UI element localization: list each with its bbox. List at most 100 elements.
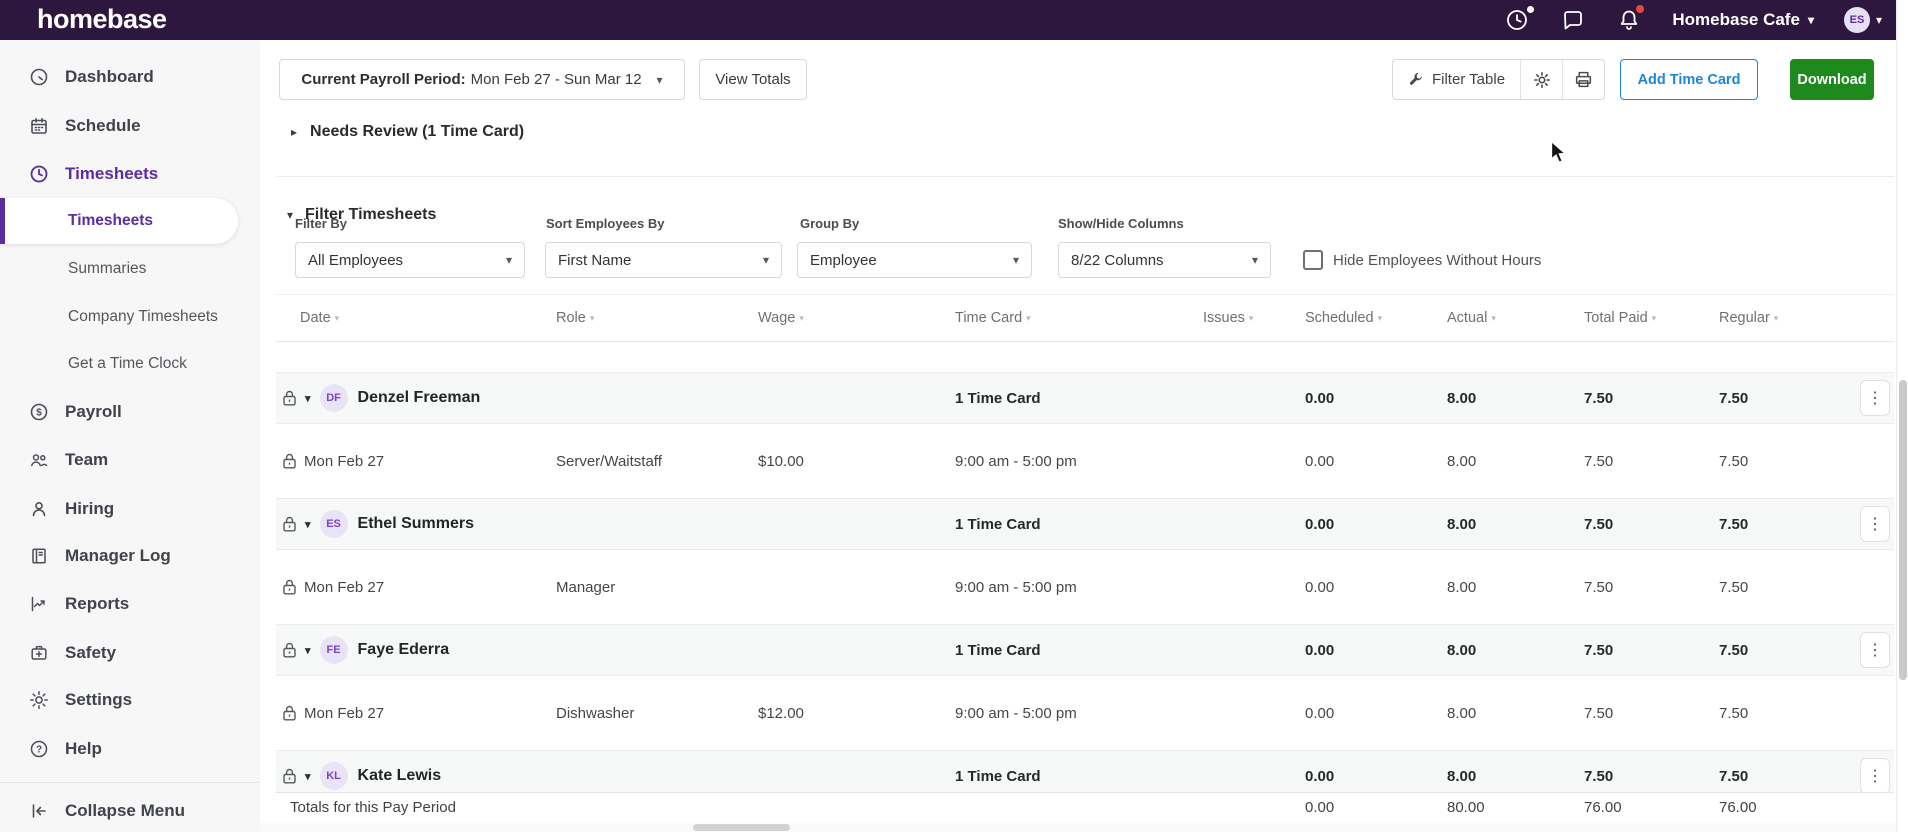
employee-avatar: FE xyxy=(319,636,348,664)
column-header-issues[interactable]: Issues ▾ xyxy=(1203,310,1254,326)
company-name: Homebase Cafe xyxy=(1672,10,1800,29)
column-header-actual[interactable]: Actual ▾ xyxy=(1447,310,1496,326)
row-actions-menu-button[interactable]: ⋮ xyxy=(1860,506,1890,542)
gear-icon xyxy=(29,690,49,710)
sidebar-subitem-company-timesheets[interactable]: Company Timesheets xyxy=(68,308,218,325)
notification-badge-dot xyxy=(1636,5,1645,13)
collapse-menu-button[interactable]: Collapse Menu xyxy=(0,791,260,831)
manager-log-book-icon xyxy=(29,546,49,566)
time-card-row[interactable]: Mon Feb 27 Dishwasher $12.00 9:00 am - 5… xyxy=(276,676,1894,750)
time-card-role: Server/Waitstaff xyxy=(556,452,662,470)
sidebar-subitem-timesheets[interactable]: Timesheets xyxy=(68,212,154,229)
filter-timesheets-toggle[interactable]: ▾ Filter Timesheets xyxy=(287,206,437,224)
sidebar-item-manager-log[interactable]: Manager Log xyxy=(0,536,260,576)
download-button[interactable]: Download xyxy=(1790,59,1874,100)
totals-regular: 76.00 xyxy=(1719,799,1757,816)
employee-name[interactable]: Kate Lewis xyxy=(357,767,442,784)
gear-icon xyxy=(1533,71,1551,89)
collapse-group-caret[interactable]: ▾ xyxy=(305,392,311,405)
horizontal-scrollbar-thumb[interactable] xyxy=(693,823,790,831)
time-card-actual: 8.00 xyxy=(1447,578,1477,596)
sidebar-item-help[interactable]: ? Help xyxy=(0,729,260,769)
sort-caret-icon: ▾ xyxy=(1491,312,1496,323)
time-card-row[interactable]: Mon Feb 27 Manager 9:00 am - 5:00 pm 0.0… xyxy=(276,550,1894,624)
show-hide-columns-dropdown[interactable]: 8/22 Columns ▾ xyxy=(1058,242,1271,278)
row-actions-menu-button[interactable]: ⋮ xyxy=(1860,380,1890,416)
sidebar-item-timesheets[interactable]: Timesheets xyxy=(0,154,260,194)
dashboard-icon xyxy=(29,67,49,87)
column-header-wage[interactable]: Wage ▾ xyxy=(758,310,804,326)
time-card-role: Dishwasher xyxy=(556,704,635,722)
sidebar-item-dashboard[interactable]: Dashboard xyxy=(0,57,260,97)
sidebar-item-team[interactable]: Team xyxy=(0,440,260,480)
column-header-total-paid[interactable]: Total Paid ▾ xyxy=(1584,310,1657,326)
group-regular: 7.50 xyxy=(1719,515,1749,533)
sidebar-item-safety[interactable]: Safety xyxy=(0,633,260,673)
group-time-card: 1 Time Card xyxy=(955,389,1041,407)
employee-name[interactable]: Ethel Summers xyxy=(357,515,475,532)
group-by-dropdown[interactable]: Employee ▾ xyxy=(797,242,1032,278)
sort-by-label: Sort Employees By xyxy=(546,216,665,231)
view-totals-button[interactable]: View Totals xyxy=(699,59,807,100)
column-header-scheduled[interactable]: Scheduled ▾ xyxy=(1305,310,1383,326)
group-actual: 8.00 xyxy=(1447,767,1477,785)
svg-text:?: ? xyxy=(36,745,42,756)
horizontal-scrollbar[interactable] xyxy=(260,822,1896,832)
filter-by-dropdown[interactable]: All Employees ▾ xyxy=(295,242,525,278)
messages-icon[interactable] xyxy=(1560,7,1586,33)
lock-icon xyxy=(283,579,296,595)
time-card-date: Mon Feb 27 xyxy=(304,704,385,722)
timesheets-clock-icon xyxy=(29,164,49,184)
time-card-row[interactable]: Mon Feb 27 Server/Waitstaff $10.00 9:00 … xyxy=(276,424,1894,498)
collapse-group-caret[interactable]: ▾ xyxy=(305,644,311,657)
time-card-actual: 8.00 xyxy=(1447,452,1477,470)
filter-table-button[interactable]: Filter Table xyxy=(1393,60,1520,99)
column-header-time-card[interactable]: Time Card ▾ xyxy=(955,310,1031,326)
time-card-wage: $12.00 xyxy=(758,704,804,722)
notifications-bell-icon[interactable] xyxy=(1616,5,1645,33)
print-button[interactable] xyxy=(1562,60,1604,99)
sidebar-item-payroll[interactable]: $ Payroll xyxy=(0,392,260,432)
time-card-total-paid: 7.50 xyxy=(1584,452,1614,470)
group-regular: 7.50 xyxy=(1719,767,1749,785)
add-time-card-button[interactable]: Add Time Card xyxy=(1620,59,1758,100)
table-settings-button[interactable] xyxy=(1520,60,1562,99)
lock-icon xyxy=(283,390,296,406)
company-menu[interactable]: Homebase Cafe ▾ xyxy=(1672,10,1814,30)
hide-employees-checkbox[interactable] xyxy=(1303,250,1323,270)
sidebar-subitem-get-a-time-clock[interactable]: Get a Time Clock xyxy=(68,355,187,372)
employee-name[interactable]: Denzel Freeman xyxy=(357,389,481,406)
chevron-down-icon: ▾ xyxy=(505,253,512,267)
employee-name[interactable]: Faye Ederra xyxy=(357,641,450,658)
totals-row: Totals for this Pay Period 0.00 80.00 76… xyxy=(276,792,1894,822)
row-actions-menu-button[interactable]: ⋮ xyxy=(1860,758,1890,794)
sidebar-subitem-summaries[interactable]: Summaries xyxy=(68,260,147,277)
sidebar-item-hiring[interactable]: Hiring xyxy=(0,489,260,529)
time-clock-icon[interactable] xyxy=(1504,6,1535,33)
filter-timesheets-section: ▾ Filter Timesheets Filter By Sort Emplo… xyxy=(276,176,1894,294)
user-menu[interactable]: ES ▾ xyxy=(1843,7,1882,33)
column-header-role[interactable]: Role ▾ xyxy=(556,310,595,326)
needs-review-toggle[interactable]: ▸ Needs Review (1 Time Card) xyxy=(291,123,525,140)
group-total-paid: 7.50 xyxy=(1584,767,1614,785)
payroll-period-dropdown[interactable]: Current Payroll Period: Mon Feb 27 - Sun… xyxy=(279,59,685,100)
collapse-group-caret[interactable]: ▾ xyxy=(305,518,311,531)
homebase-logo[interactable]: homebase xyxy=(37,4,167,34)
sidebar-item-schedule[interactable]: Schedule xyxy=(0,106,260,146)
payroll-dollar-icon: $ xyxy=(29,402,49,422)
group-total-paid: 7.50 xyxy=(1584,389,1614,407)
time-card-total-paid: 7.50 xyxy=(1584,704,1614,722)
sidebar-item-settings[interactable]: Settings xyxy=(0,680,260,720)
sort-by-dropdown[interactable]: First Name ▾ xyxy=(545,242,782,278)
column-header-regular[interactable]: Regular ▾ xyxy=(1719,310,1779,326)
chevron-down-icon: ▾ xyxy=(1807,13,1814,27)
column-header-date[interactable]: Date ▾ xyxy=(300,310,340,326)
vertical-scrollbar-thumb[interactable] xyxy=(1899,380,1907,680)
filter-by-label: Filter By xyxy=(295,216,348,231)
wrench-icon xyxy=(1408,71,1425,88)
time-card-wage: $10.00 xyxy=(758,452,804,470)
row-actions-menu-button[interactable]: ⋮ xyxy=(1860,632,1890,668)
vertical-scrollbar[interactable] xyxy=(1896,0,1908,832)
sidebar-item-reports[interactable]: Reports xyxy=(0,584,260,624)
collapse-group-caret[interactable]: ▾ xyxy=(305,770,311,783)
